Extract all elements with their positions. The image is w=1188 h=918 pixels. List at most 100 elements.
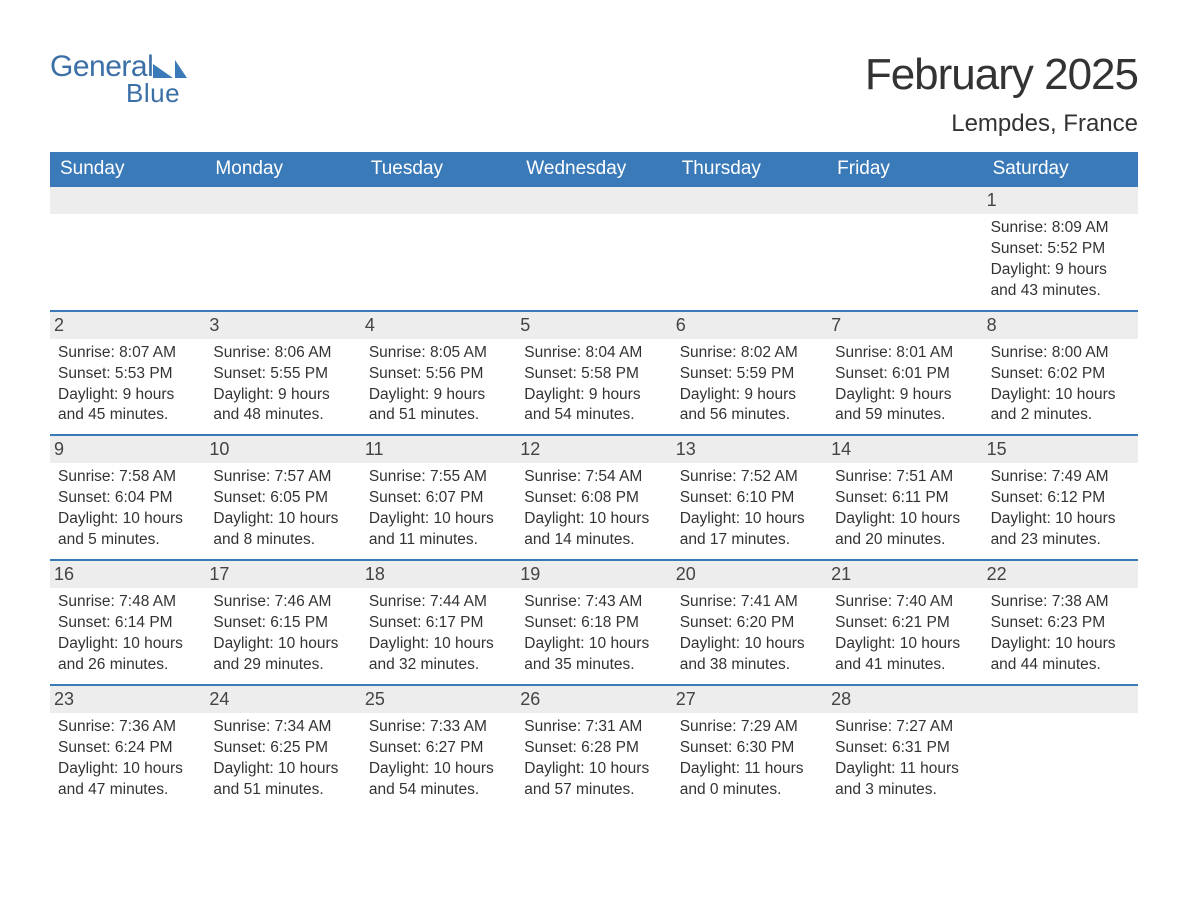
day-detail: Sunrise: 7:44 AMSunset: 6:17 PMDaylight:… — [369, 592, 508, 676]
sunrise-text: Sunrise: 7:33 AM — [369, 717, 508, 738]
dow-sunday: Sunday — [50, 152, 205, 187]
day-cell: 7Sunrise: 8:01 AMSunset: 6:01 PMDaylight… — [827, 312, 982, 435]
sunrise-text: Sunrise: 8:00 AM — [991, 343, 1130, 364]
day-detail: Sunrise: 7:55 AMSunset: 6:07 PMDaylight:… — [369, 467, 508, 551]
logo-text-blue: Blue — [126, 78, 187, 109]
sunset-text: Sunset: 6:12 PM — [991, 488, 1130, 509]
dow-monday: Monday — [205, 152, 360, 187]
day-cell: 1Sunrise: 8:09 AMSunset: 5:52 PMDaylight… — [983, 187, 1138, 310]
day-detail: Sunrise: 8:06 AMSunset: 5:55 PMDaylight:… — [213, 343, 352, 427]
daylight-text: Daylight: 10 hours and 32 minutes. — [369, 634, 508, 676]
day-cell: 28 Sunrise: 7:27 AMSunset: 6:31 PMDayligh… — [827, 686, 982, 809]
day-number: 19 — [516, 561, 671, 588]
week-row: 9 Sunrise: 7:58 AMSunset: 6:04 PMDaylight… — [50, 434, 1138, 559]
daylight-text: Daylight: 10 hours and 41 minutes. — [835, 634, 974, 676]
day-number: 18 — [361, 561, 516, 588]
day-number: 24 — [205, 686, 360, 713]
sunset-text: Sunset: 6:04 PM — [58, 488, 197, 509]
sunset-text: Sunset: 6:28 PM — [524, 738, 663, 759]
day-detail: Sunrise: 7:27 AMSunset: 6:31 PMDaylight:… — [835, 717, 974, 801]
day-number: 4 — [361, 312, 516, 339]
daylight-text: Daylight: 10 hours and 11 minutes. — [369, 509, 508, 551]
daylight-text: Daylight: 10 hours and 8 minutes. — [213, 509, 352, 551]
sunset-text: Sunset: 5:59 PM — [680, 364, 819, 385]
day-detail: Sunrise: 7:36 AMSunset: 6:24 PMDaylight:… — [58, 717, 197, 801]
logo: General Blue — [50, 50, 187, 109]
day-detail: Sunrise: 7:41 AMSunset: 6:20 PMDaylight:… — [680, 592, 819, 676]
sunrise-text: Sunrise: 7:57 AM — [213, 467, 352, 488]
dow-friday: Friday — [827, 152, 982, 187]
day-detail: Sunrise: 7:40 AMSunset: 6:21 PMDaylight:… — [835, 592, 974, 676]
header: General Blue February 2025 Lempdes, Fran… — [50, 50, 1138, 146]
sunrise-text: Sunrise: 7:29 AM — [680, 717, 819, 738]
day-cell: 21Sunrise: 7:40 AMSunset: 6:21 PMDayligh… — [827, 561, 982, 684]
sunrise-text: Sunrise: 7:34 AM — [213, 717, 352, 738]
daylight-text: Daylight: 10 hours and 5 minutes. — [58, 509, 197, 551]
day-number — [672, 187, 827, 214]
day-detail: Sunrise: 8:04 AMSunset: 5:58 PMDaylight:… — [524, 343, 663, 427]
daylight-text: Daylight: 11 hours and 0 minutes. — [680, 759, 819, 801]
sunrise-text: Sunrise: 7:40 AM — [835, 592, 974, 613]
day-detail: Sunrise: 8:05 AMSunset: 5:56 PMDaylight:… — [369, 343, 508, 427]
dow-saturday: Saturday — [983, 152, 1138, 187]
sunrise-text: Sunrise: 8:07 AM — [58, 343, 197, 364]
day-cell: 17Sunrise: 7:46 AMSunset: 6:15 PMDayligh… — [205, 561, 360, 684]
day-cell: 18 Sunrise: 7:44 AMSunset: 6:17 PMDayligh… — [361, 561, 516, 684]
day-number: 26 — [516, 686, 671, 713]
sunset-text: Sunset: 6:25 PM — [213, 738, 352, 759]
week-row: 2 Sunrise: 8:07 AMSunset: 5:53 PMDaylight… — [50, 310, 1138, 435]
day-number: 27 — [672, 686, 827, 713]
day-number: 8 — [983, 312, 1138, 339]
day-number — [361, 187, 516, 214]
daylight-text: Daylight: 9 hours and 51 minutes. — [369, 385, 508, 427]
day-cell: 26 Sunrise: 7:31 AMSunset: 6:28 PMDayligh… — [516, 686, 671, 809]
day-number: 28 — [827, 686, 982, 713]
logo-stack: General Blue — [50, 50, 187, 109]
sunset-text: Sunset: 6:07 PM — [369, 488, 508, 509]
day-cell: 3 Sunrise: 8:06 AMSunset: 5:55 PMDaylight… — [205, 312, 360, 435]
daylight-text: Daylight: 10 hours and 35 minutes. — [524, 634, 663, 676]
sunrise-text: Sunrise: 7:31 AM — [524, 717, 663, 738]
sunrise-text: Sunrise: 7:55 AM — [369, 467, 508, 488]
daylight-text: Daylight: 10 hours and 57 minutes. — [524, 759, 663, 801]
day-cell: 20Sunrise: 7:41 AMSunset: 6:20 PMDayligh… — [672, 561, 827, 684]
calendar-grid: 1Sunrise: 8:09 AMSunset: 5:52 PMDaylight… — [50, 187, 1138, 808]
day-detail: Sunrise: 7:38 AMSunset: 6:23 PMDaylight:… — [991, 592, 1130, 676]
day-cell: 12Sunrise: 7:54 AMSunset: 6:08 PMDayligh… — [516, 436, 671, 559]
sunset-text: Sunset: 6:30 PM — [680, 738, 819, 759]
day-number: 3 — [205, 312, 360, 339]
daylight-text: Daylight: 11 hours and 3 minutes. — [835, 759, 974, 801]
daylight-text: Daylight: 9 hours and 43 minutes. — [991, 260, 1130, 302]
sunrise-text: Sunrise: 8:06 AM — [213, 343, 352, 364]
day-detail: Sunrise: 7:43 AMSunset: 6:18 PMDaylight:… — [524, 592, 663, 676]
day-cell: 13Sunrise: 7:52 AMSunset: 6:10 PMDayligh… — [672, 436, 827, 559]
day-cell — [983, 686, 1138, 809]
sunrise-text: Sunrise: 7:36 AM — [58, 717, 197, 738]
sunset-text: Sunset: 6:21 PM — [835, 613, 974, 634]
week-row: 16Sunrise: 7:48 AMSunset: 6:14 PMDayligh… — [50, 559, 1138, 684]
sunset-text: Sunset: 5:56 PM — [369, 364, 508, 385]
sunrise-text: Sunrise: 7:51 AM — [835, 467, 974, 488]
day-number: 2 — [50, 312, 205, 339]
day-cell: 5Sunrise: 8:04 AMSunset: 5:58 PMDaylight… — [516, 312, 671, 435]
daylight-text: Daylight: 10 hours and 17 minutes. — [680, 509, 819, 551]
day-detail: Sunrise: 7:31 AMSunset: 6:28 PMDaylight:… — [524, 717, 663, 801]
day-number: 9 — [50, 436, 205, 463]
daylight-text: Daylight: 9 hours and 54 minutes. — [524, 385, 663, 427]
sunset-text: Sunset: 6:02 PM — [991, 364, 1130, 385]
sunset-text: Sunset: 6:17 PM — [369, 613, 508, 634]
day-detail: Sunrise: 8:07 AMSunset: 5:53 PMDaylight:… — [58, 343, 197, 427]
day-cell: 19 Sunrise: 7:43 AMSunset: 6:18 PMDayligh… — [516, 561, 671, 684]
title-block: February 2025 Lempdes, France — [865, 50, 1138, 146]
daylight-text: Daylight: 10 hours and 14 minutes. — [524, 509, 663, 551]
sunset-text: Sunset: 5:55 PM — [213, 364, 352, 385]
day-of-week-header: Sunday Monday Tuesday Wednesday Thursday… — [50, 152, 1138, 187]
day-detail: Sunrise: 7:58 AMSunset: 6:04 PMDaylight:… — [58, 467, 197, 551]
sunset-text: Sunset: 6:11 PM — [835, 488, 974, 509]
sunset-text: Sunset: 6:01 PM — [835, 364, 974, 385]
daylight-text: Daylight: 10 hours and 47 minutes. — [58, 759, 197, 801]
sunrise-text: Sunrise: 8:02 AM — [680, 343, 819, 364]
day-detail: Sunrise: 7:57 AMSunset: 6:05 PMDaylight:… — [213, 467, 352, 551]
daylight-text: Daylight: 10 hours and 51 minutes. — [213, 759, 352, 801]
sunrise-text: Sunrise: 7:49 AM — [991, 467, 1130, 488]
